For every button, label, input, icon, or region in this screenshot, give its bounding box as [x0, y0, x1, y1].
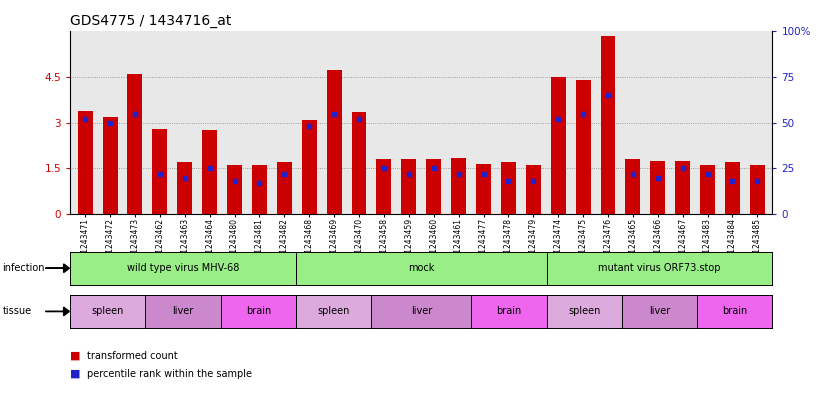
- Bar: [227, 165, 242, 214]
- Bar: [326, 70, 342, 214]
- Bar: [277, 162, 292, 214]
- Bar: [750, 165, 765, 214]
- Bar: [650, 161, 665, 214]
- Bar: [127, 74, 142, 214]
- Text: brain: brain: [722, 307, 748, 316]
- Bar: [178, 162, 192, 214]
- Text: mutant virus ORF73.stop: mutant virus ORF73.stop: [598, 263, 721, 273]
- Bar: [401, 160, 416, 214]
- Text: transformed count: transformed count: [87, 351, 178, 361]
- Text: liver: liver: [411, 307, 432, 316]
- Bar: [725, 162, 740, 214]
- Text: brain: brain: [496, 307, 522, 316]
- Bar: [352, 112, 367, 214]
- Text: spleen: spleen: [317, 307, 349, 316]
- Bar: [78, 111, 93, 214]
- Text: liver: liver: [173, 307, 193, 316]
- Bar: [675, 161, 691, 214]
- Text: ■: ■: [70, 369, 81, 379]
- Bar: [451, 158, 466, 214]
- Bar: [426, 160, 441, 214]
- Text: infection: infection: [2, 263, 45, 273]
- Text: ■: ■: [70, 351, 81, 361]
- Bar: [377, 160, 392, 214]
- Bar: [551, 77, 566, 214]
- Text: wild type virus MHV-68: wild type virus MHV-68: [127, 263, 240, 273]
- Bar: [700, 165, 715, 214]
- Text: GDS4775 / 1434716_at: GDS4775 / 1434716_at: [70, 14, 231, 28]
- Text: liver: liver: [649, 307, 670, 316]
- Bar: [576, 80, 591, 214]
- Bar: [526, 165, 541, 214]
- Bar: [501, 162, 516, 214]
- Text: spleen: spleen: [568, 307, 601, 316]
- Bar: [301, 120, 316, 214]
- Bar: [202, 130, 217, 214]
- Text: percentile rank within the sample: percentile rank within the sample: [87, 369, 252, 379]
- Text: brain: brain: [245, 307, 271, 316]
- Bar: [601, 36, 615, 214]
- Text: tissue: tissue: [2, 307, 31, 316]
- Bar: [102, 117, 117, 214]
- Bar: [152, 129, 168, 214]
- Bar: [625, 160, 640, 214]
- Text: mock: mock: [408, 263, 434, 273]
- Bar: [476, 164, 491, 214]
- Text: spleen: spleen: [92, 307, 124, 316]
- Bar: [252, 165, 267, 214]
